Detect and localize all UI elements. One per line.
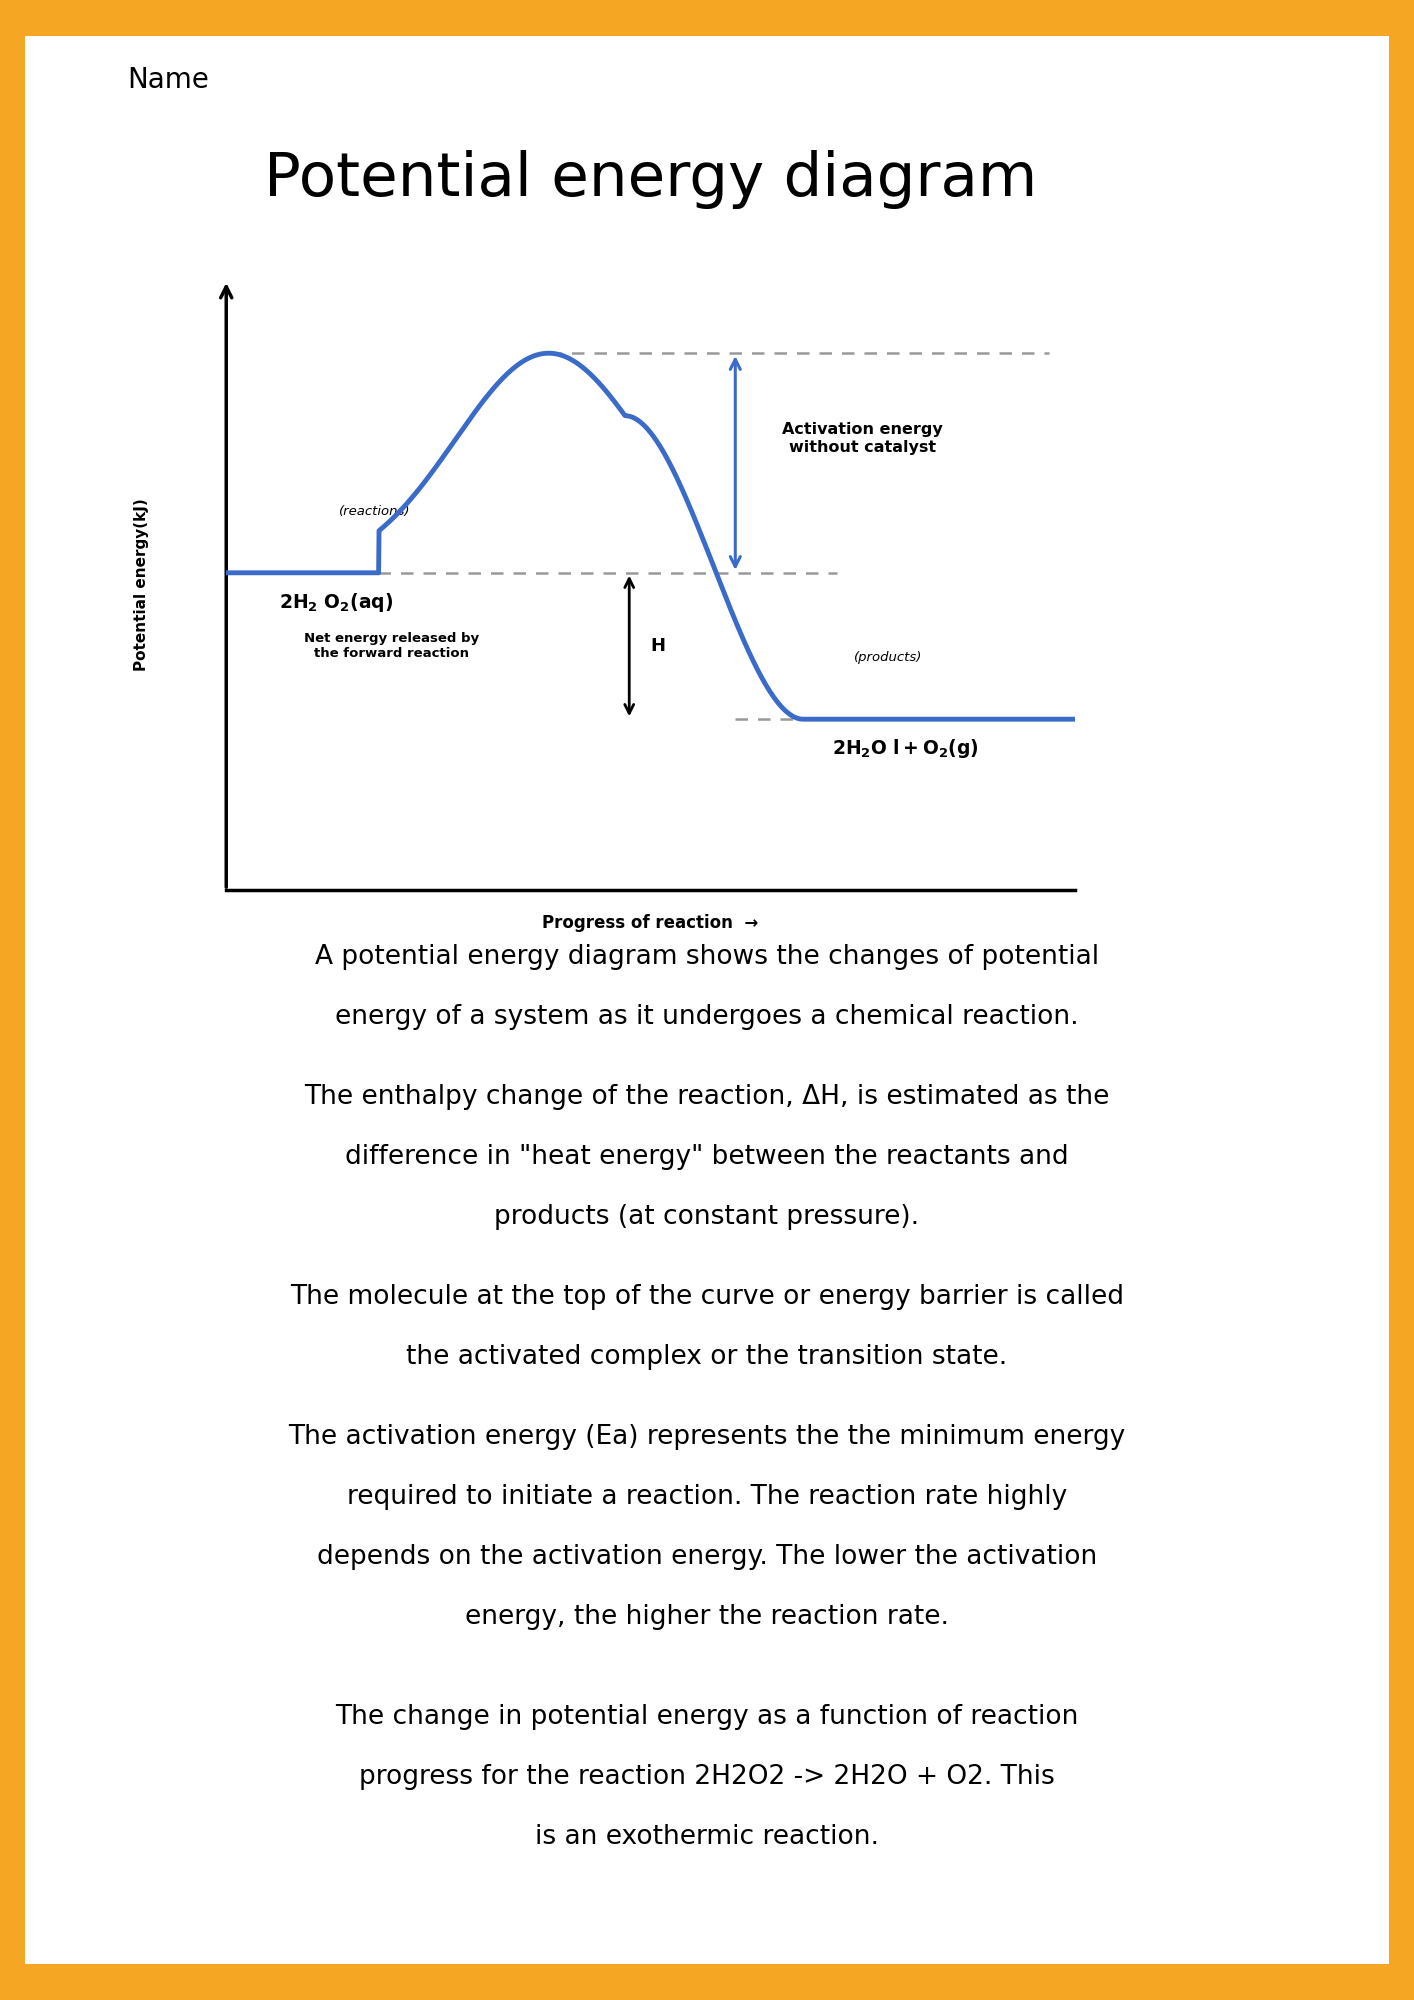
Text: Potential energy diagram: Potential energy diagram (264, 150, 1036, 208)
Text: difference in "heat energy" between the reactants and: difference in "heat energy" between the … (345, 1144, 1069, 1170)
Text: The enthalpy change of the reaction, ΔH, is estimated as the: The enthalpy change of the reaction, ΔH,… (304, 1084, 1110, 1110)
Text: (reactions): (reactions) (339, 504, 410, 518)
Text: progress for the reaction 2H2O2 -> 2H2O + O2. This: progress for the reaction 2H2O2 -> 2H2O … (359, 1764, 1055, 1790)
Text: products (at constant pressure).: products (at constant pressure). (495, 1204, 919, 1230)
Text: The molecule at the top of the curve or energy barrier is called: The molecule at the top of the curve or … (290, 1284, 1124, 1310)
Text: H: H (650, 636, 666, 656)
Text: Net energy released by
the forward reaction: Net energy released by the forward react… (304, 632, 479, 660)
Text: Name: Name (127, 66, 209, 94)
Text: The activation energy (Ea) represents the the minimum energy: The activation energy (Ea) represents th… (288, 1424, 1126, 1450)
Text: energy of a system as it undergoes a chemical reaction.: energy of a system as it undergoes a che… (335, 1004, 1079, 1030)
Text: is an exothermic reaction.: is an exothermic reaction. (534, 1824, 880, 1850)
Text: The change in potential energy as a function of reaction: The change in potential energy as a func… (335, 1704, 1079, 1730)
Text: energy, the higher the reaction rate.: energy, the higher the reaction rate. (465, 1604, 949, 1630)
Text: the activated complex or the transition state.: the activated complex or the transition … (406, 1344, 1008, 1370)
Text: required to initiate a reaction. The reaction rate highly: required to initiate a reaction. The rea… (346, 1484, 1068, 1510)
Text: depends on the activation energy. The lower the activation: depends on the activation energy. The lo… (317, 1544, 1097, 1570)
Text: (products): (products) (854, 652, 922, 664)
Text: Progress of reaction  →: Progress of reaction → (543, 914, 758, 932)
Text: Activation energy
without catalyst: Activation energy without catalyst (782, 422, 943, 454)
Text: $\mathbf{2H_2O\ l + O_2(g)}$: $\mathbf{2H_2O\ l + O_2(g)}$ (831, 738, 978, 760)
Text: Potential energy(kJ): Potential energy(kJ) (134, 498, 148, 672)
Text: $\mathbf{2H_2\ O_2(aq)}$: $\mathbf{2H_2\ O_2(aq)}$ (280, 592, 393, 614)
Text: A potential energy diagram shows the changes of potential: A potential energy diagram shows the cha… (315, 944, 1099, 970)
